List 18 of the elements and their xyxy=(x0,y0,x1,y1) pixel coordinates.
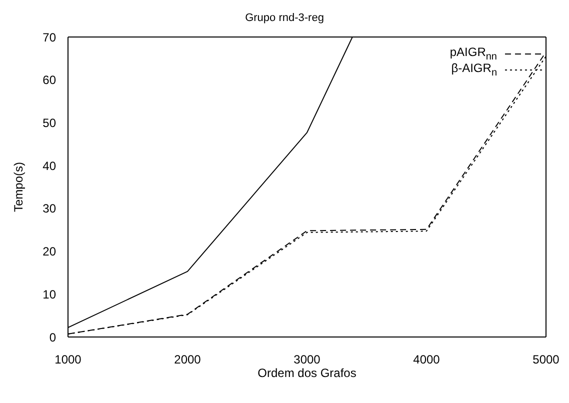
y-tick-label: 20 xyxy=(42,244,56,259)
chart-title: Grupo rnd-3-reg xyxy=(244,12,325,24)
y-tick-label: 30 xyxy=(42,202,56,216)
y-axis-title: Tempo(s) xyxy=(11,162,26,212)
x-tick-label: 1000 xyxy=(54,352,82,367)
legend-label: pAIGR$_{nn}$ xyxy=(450,45,497,63)
y-tick-label: 10 xyxy=(42,287,56,302)
y-tick-label: 0 xyxy=(49,330,56,344)
x-tick-label: 2000 xyxy=(174,352,202,367)
x-tick-label: 4000 xyxy=(413,352,440,367)
x-tick-label: 3000 xyxy=(294,352,321,367)
y-tick-label: 50 xyxy=(42,116,56,130)
x-axis-title: Ordem dos Grafos xyxy=(258,366,356,380)
y-tick-label: 70 xyxy=(42,30,56,44)
y-tick-label: 40 xyxy=(42,158,56,173)
x-tick-label: 5000 xyxy=(532,352,560,367)
legend-label: β-AIGR$_{n}$ xyxy=(451,61,497,79)
y-tick-label: 60 xyxy=(42,73,56,88)
